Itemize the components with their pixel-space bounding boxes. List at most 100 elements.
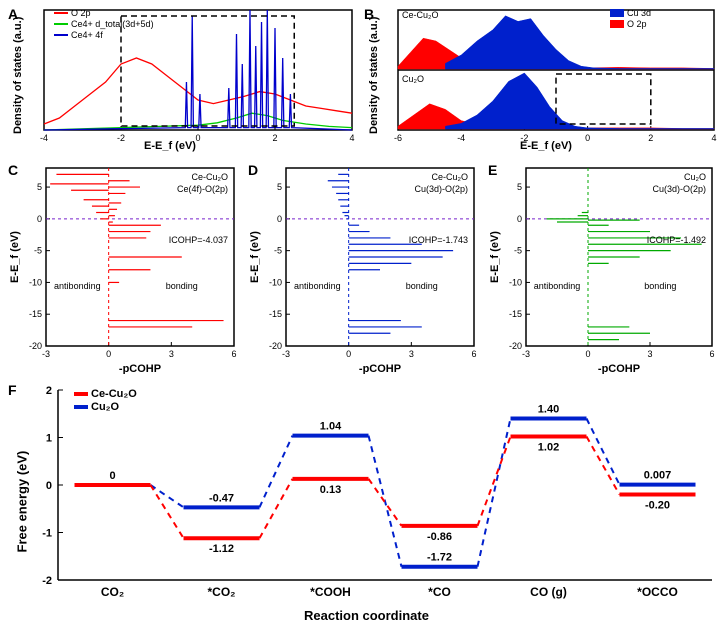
panel-b: B Density of states (a.u.) -6-4-2024 E-E… bbox=[360, 4, 718, 154]
svg-text:-1.72: -1.72 bbox=[427, 552, 452, 564]
panel-b-legend: Cu 3d O 2p bbox=[610, 8, 651, 30]
svg-text:-4: -4 bbox=[457, 133, 465, 143]
svg-text:E-E_f (eV): E-E_f (eV) bbox=[249, 231, 261, 283]
svg-text:5: 5 bbox=[517, 182, 522, 192]
svg-text:-5: -5 bbox=[514, 246, 522, 256]
svg-text:2: 2 bbox=[648, 133, 653, 143]
panel-e-svg: -20 -15 -10 -5 0 5 -3 0 3 6 Cu₂O Cu(3d)-O(2p) ICOHP=… bbox=[484, 160, 718, 374]
panel-f-legend: Ce-Cu₂O Cu₂O bbox=[74, 388, 137, 414]
svg-text:-0.20: -0.20 bbox=[645, 500, 670, 512]
svg-text:-pCOHP: -pCOHP bbox=[598, 363, 640, 374]
panel-f-label: F bbox=[8, 382, 17, 398]
svg-text:ICOHP=-1.743: ICOHP=-1.743 bbox=[409, 235, 468, 245]
panel-b-label: B bbox=[364, 6, 374, 22]
svg-text:-3: -3 bbox=[282, 349, 290, 359]
svg-text:4: 4 bbox=[711, 133, 716, 143]
svg-text:-0.86: -0.86 bbox=[427, 531, 452, 543]
svg-text:-3: -3 bbox=[522, 349, 530, 359]
panel-b-sub0: Ce-Cu₂O bbox=[402, 10, 439, 20]
svg-text:0: 0 bbox=[195, 133, 200, 143]
panel-a-label: A bbox=[8, 6, 18, 22]
svg-text:3: 3 bbox=[647, 349, 652, 359]
panel-f-svg: -2-10120-0.471.04-1.721.400.007-1.120.13… bbox=[4, 380, 718, 625]
svg-text:-1: -1 bbox=[42, 528, 52, 540]
svg-text:E-E_f (eV): E-E_f (eV) bbox=[489, 231, 501, 283]
svg-text:1.04: 1.04 bbox=[320, 421, 342, 433]
svg-text:-10: -10 bbox=[269, 277, 282, 287]
svg-text:0.13: 0.13 bbox=[320, 484, 341, 496]
svg-text:Ce(4f)-O(2p): Ce(4f)-O(2p) bbox=[177, 184, 228, 194]
svg-text:-10: -10 bbox=[509, 277, 522, 287]
svg-text:CO₂: CO₂ bbox=[101, 585, 124, 599]
svg-text:0: 0 bbox=[106, 349, 111, 359]
svg-text:0: 0 bbox=[585, 349, 590, 359]
svg-text:Cu(3d)-O(2p): Cu(3d)-O(2p) bbox=[414, 184, 468, 194]
svg-text:1.40: 1.40 bbox=[538, 404, 559, 416]
panel-a: A Density of states (a.u.) -4-2024 E-E_f… bbox=[4, 4, 356, 154]
svg-text:-20: -20 bbox=[509, 341, 522, 351]
svg-text:ICOHP=-4.037: ICOHP=-4.037 bbox=[169, 235, 228, 245]
panel-c-label: C bbox=[8, 162, 18, 178]
svg-text:-3: -3 bbox=[42, 349, 50, 359]
svg-text:-1.12: -1.12 bbox=[209, 543, 234, 555]
svg-text:Ce-Cu₂O: Ce-Cu₂O bbox=[191, 172, 228, 182]
svg-text:3: 3 bbox=[169, 349, 174, 359]
svg-text:antibonding: antibonding bbox=[294, 281, 341, 291]
svg-text:-0.47: -0.47 bbox=[209, 492, 234, 504]
panel-a-xlabel: E-E_f (eV) bbox=[144, 140, 196, 152]
panel-f: F Free energy (eV) -2-10120-0.471.04-1.7… bbox=[4, 380, 718, 625]
svg-text:4: 4 bbox=[349, 133, 354, 143]
svg-text:0: 0 bbox=[109, 470, 115, 482]
svg-text:-5: -5 bbox=[34, 246, 42, 256]
svg-text:6: 6 bbox=[471, 349, 476, 359]
svg-text:-pCOHP: -pCOHP bbox=[119, 363, 161, 374]
panel-b-sub1: Cu₂O bbox=[402, 74, 424, 84]
svg-text:6: 6 bbox=[231, 349, 236, 359]
svg-text:*OCCO: *OCCO bbox=[637, 585, 678, 599]
svg-text:-15: -15 bbox=[509, 309, 522, 319]
svg-text:-10: -10 bbox=[29, 277, 42, 287]
svg-text:bonding: bonding bbox=[644, 281, 676, 291]
svg-text:0: 0 bbox=[37, 214, 42, 224]
svg-text:antibonding: antibonding bbox=[534, 281, 581, 291]
panel-d: D -20-15-10-505-3036Ce-Cu₂OCu(3d)-O(2p)I… bbox=[244, 160, 480, 374]
svg-text:*COOH: *COOH bbox=[310, 585, 351, 599]
svg-text:CO (g): CO (g) bbox=[530, 585, 567, 599]
svg-text:Cu₂O: Cu₂O bbox=[684, 172, 706, 182]
svg-text:bonding: bonding bbox=[406, 281, 438, 291]
panel-a-legend: O 2p Ce4+ d_total(3d+5d) Ce4+ 4f bbox=[54, 8, 154, 41]
panel-b-xlabel: E-E_f (eV) bbox=[520, 140, 572, 152]
svg-text:*CO₂: *CO₂ bbox=[207, 585, 235, 599]
svg-text:-15: -15 bbox=[269, 309, 282, 319]
panel-c: C -20-15-10-505-3036Ce-Cu₂OCe(4f)-O(2p)I… bbox=[4, 160, 240, 374]
svg-text:-20: -20 bbox=[269, 341, 282, 351]
svg-text:0: 0 bbox=[277, 214, 282, 224]
svg-text:-2: -2 bbox=[117, 133, 125, 143]
svg-text:*CO: *CO bbox=[428, 585, 451, 599]
svg-text:0: 0 bbox=[517, 214, 522, 224]
panel-f-xlabel: Reaction coordinate bbox=[304, 608, 429, 623]
svg-text:ICOHP=-1.492: ICOHP=-1.492 bbox=[647, 235, 706, 245]
svg-text:0: 0 bbox=[346, 349, 351, 359]
svg-text:5: 5 bbox=[37, 182, 42, 192]
svg-text:0: 0 bbox=[46, 480, 52, 492]
svg-text:3: 3 bbox=[409, 349, 414, 359]
svg-text:antibonding: antibonding bbox=[54, 281, 101, 291]
panel-c-svg: -20-15-10-505-3036Ce-Cu₂OCe(4f)-O(2p)ICO… bbox=[4, 160, 240, 374]
svg-text:0: 0 bbox=[585, 133, 590, 143]
svg-text:5: 5 bbox=[277, 182, 282, 192]
svg-text:1: 1 bbox=[46, 433, 52, 445]
svg-text:-20: -20 bbox=[29, 341, 42, 351]
panel-e: E -20 -15 -10 -5 0 5 -3 0 3 6 Cu₂O Cu(3d)-O(2p) ICOH… bbox=[484, 160, 718, 374]
svg-text:6: 6 bbox=[709, 349, 714, 359]
svg-text:Cu(3d)-O(2p): Cu(3d)-O(2p) bbox=[652, 184, 706, 194]
panel-e-label: E bbox=[488, 162, 497, 178]
svg-text:Ce-Cu₂O: Ce-Cu₂O bbox=[431, 172, 468, 182]
svg-text:-6: -6 bbox=[394, 133, 402, 143]
svg-text:-2: -2 bbox=[42, 575, 52, 587]
svg-text:bonding: bonding bbox=[166, 281, 198, 291]
svg-text:-5: -5 bbox=[274, 246, 282, 256]
panel-d-svg: -20 -15 -10 -5 0 5 -3 0 3 6 Ce-Cu₂O Cu(3d)-O(2p) ICO… bbox=[244, 160, 480, 374]
svg-text:2: 2 bbox=[272, 133, 277, 143]
svg-text:E-E_f (eV): E-E_f (eV) bbox=[9, 231, 21, 283]
